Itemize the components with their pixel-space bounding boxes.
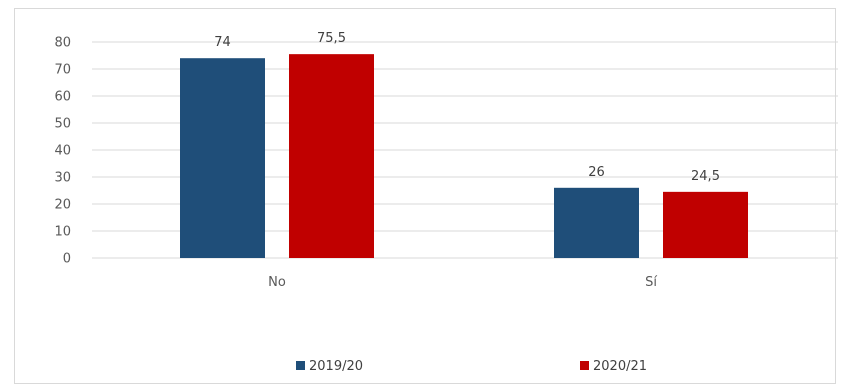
legend-label: 2020/21 — [593, 359, 647, 374]
x-category-label: No — [268, 275, 286, 290]
legend-label: 2019/20 — [309, 359, 363, 374]
bar — [289, 54, 374, 259]
y-tick-label: 60 — [54, 90, 71, 105]
y-tick-label: 40 — [54, 144, 71, 159]
y-tick-label: 10 — [54, 225, 71, 240]
data-label: 26 — [588, 165, 605, 180]
bar — [554, 187, 639, 258]
data-label: 24,5 — [691, 169, 720, 184]
y-tick-label: 50 — [54, 117, 71, 132]
y-tick-label: 70 — [54, 63, 71, 78]
bar — [180, 58, 265, 259]
bar — [663, 191, 748, 258]
data-label: 75,5 — [317, 31, 346, 46]
y-tick-label: 30 — [54, 171, 71, 186]
y-tick-label: 20 — [54, 198, 71, 213]
data-label: 74 — [214, 35, 231, 50]
legend-swatch — [296, 361, 305, 370]
y-tick-label: 80 — [54, 36, 71, 51]
x-category-label: Sí — [645, 275, 657, 290]
y-tick-label: 0 — [63, 252, 71, 267]
legend-swatch — [580, 361, 589, 370]
